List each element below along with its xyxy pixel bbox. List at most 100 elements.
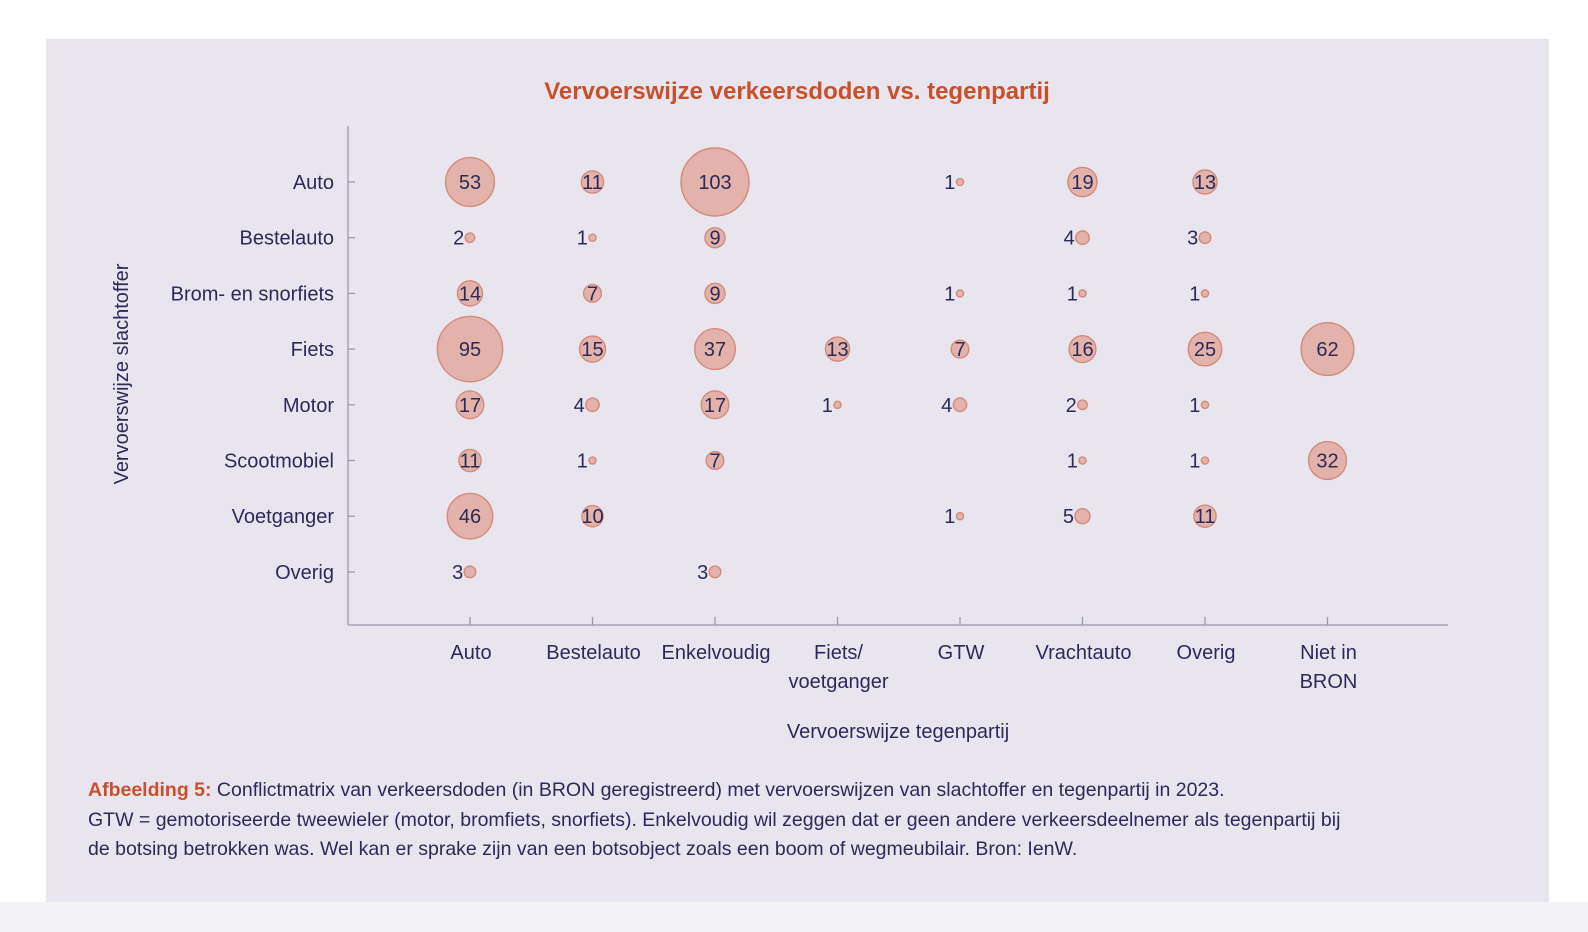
y-tick-label: Fiets [291, 339, 334, 361]
x-tick-label: Vrachtauto [1036, 642, 1132, 664]
bubble [463, 565, 477, 579]
bubble [585, 397, 600, 413]
bubble-value-label: 95 [459, 339, 481, 361]
bubble-value-label: 4 [574, 395, 585, 417]
bubble-value-label: 11 [1195, 506, 1216, 528]
bubble-value-label: 17 [459, 395, 481, 417]
bubble-value-label: 9 [709, 283, 720, 305]
bubble [1068, 334, 1097, 364]
bubble [955, 177, 965, 187]
bubble-value-label: 1 [1189, 451, 1200, 473]
bubble [582, 283, 603, 303]
y-tick-label: Scootmobiel [224, 451, 334, 473]
bubble [955, 511, 965, 521]
bubble [578, 335, 607, 363]
bubble [1078, 289, 1087, 298]
bubble [456, 280, 484, 307]
bubble-value-label: 15 [581, 339, 603, 361]
bubble-value-label: 1 [822, 395, 833, 417]
bubble-value-label: 1 [944, 506, 955, 528]
bubble [1074, 508, 1091, 525]
bubble [458, 448, 482, 473]
bubble [588, 233, 597, 242]
bubble [1193, 504, 1217, 529]
bubble [1075, 230, 1090, 246]
caption-line-1: Afbeelding 5: Conflictmatrix van verkeer… [88, 776, 1508, 806]
bubble [588, 456, 597, 465]
bubble [1300, 322, 1355, 377]
bubble-value-label: 1 [944, 283, 955, 305]
bubble-value-label: 2 [453, 228, 464, 250]
bubble-value-label: 13 [1194, 172, 1216, 194]
bubble-value-label: 1 [1067, 283, 1078, 305]
bubble-value-label: 11 [582, 172, 603, 194]
bubble [455, 390, 485, 420]
y-tick-label: Overig [275, 562, 334, 584]
bubble-value-label: 103 [698, 172, 731, 194]
bubble-value-label: 7 [954, 339, 965, 361]
x-tick-label: Fiets/voetganger [788, 642, 888, 693]
bubble-value-label: 16 [1071, 339, 1093, 361]
x-tick-label: Bestelauto [546, 642, 641, 664]
bubble-value-label: 3 [452, 562, 463, 584]
bubble [1200, 400, 1210, 410]
bubble-value-label: 46 [459, 506, 481, 528]
bubble [1192, 169, 1218, 195]
bubble-value-label: 1 [1189, 283, 1200, 305]
x-tick-label: Auto [450, 642, 491, 664]
y-axis-title: Vervoerswijze slachtoffer [111, 263, 133, 484]
bubble [700, 390, 730, 420]
x-tick-label: Overig [1177, 642, 1236, 664]
bubble-value-label: 3 [1187, 228, 1198, 250]
bubble [708, 565, 722, 579]
x-tick-label: Enkelvoudig [662, 642, 771, 664]
bubble-value-label: 4 [941, 395, 952, 417]
bubble [580, 170, 605, 194]
caption-line-3: de botsing betrokken was. Wel kan er spr… [88, 838, 1078, 860]
x-tick-label: Niet in BRON [1300, 642, 1358, 693]
bubble-chart: Vervoerswijze verkeersdoden vs. tegenpar… [111, 78, 1448, 743]
bubble [680, 147, 750, 217]
bubble-value-label: 14 [459, 283, 481, 305]
chart-title: Vervoerswijze verkeersdoden vs. tegenpar… [544, 78, 1050, 105]
bubble-value-label: 32 [1316, 451, 1338, 473]
bubble-value-label: 17 [704, 395, 726, 417]
caption-text-1: Conflictmatrix van verkeersdoden (in BRO… [211, 779, 1225, 801]
bubble-value-label: 62 [1316, 339, 1338, 361]
bubble-value-label: 10 [581, 506, 603, 528]
bubble-value-label: 1 [1067, 451, 1078, 473]
bubble-value-label: 3 [697, 562, 708, 584]
bubble-value-label: 2 [1066, 395, 1077, 417]
bubble-value-label: 9 [709, 228, 720, 250]
bubble [1200, 456, 1210, 465]
figure-caption: Afbeelding 5: Conflictmatrix van verkeer… [88, 776, 1508, 865]
bubble [955, 289, 965, 298]
bubble-value-label: 5 [1063, 506, 1074, 528]
y-tick-label: Voetganger [232, 506, 335, 528]
bubble-value-label: 53 [459, 172, 481, 194]
bubble [833, 400, 842, 410]
y-tick-label: Brom- en snorfiets [171, 283, 334, 305]
bubble [581, 504, 604, 528]
bubble [950, 339, 970, 359]
figure-panel [46, 39, 1549, 902]
bubble [444, 156, 496, 208]
x-axis-title: Vervoerswijze tegenpartij [787, 721, 1009, 743]
bubble-value-label: 25 [1194, 339, 1216, 361]
bubble-value-label: 37 [704, 339, 726, 361]
bubble-value-label: 1 [577, 451, 588, 473]
caption-line-2: GTW = gemotoriseerde tweewieler (motor, … [88, 808, 1341, 831]
bubble [704, 282, 726, 305]
bubble [952, 397, 968, 413]
bubble-value-label: 1 [944, 172, 955, 194]
bubble-value-label: 7 [709, 451, 720, 473]
bubble [693, 328, 737, 371]
bubble-value-label: 19 [1071, 172, 1093, 194]
bubble [705, 450, 725, 471]
bubble [824, 336, 851, 362]
bubble [1187, 331, 1223, 367]
bubble [464, 232, 476, 244]
y-tick-label: Auto [293, 172, 334, 194]
caption-lead: Afbeelding 5: [88, 779, 212, 801]
y-tick-label: Motor [283, 395, 334, 417]
